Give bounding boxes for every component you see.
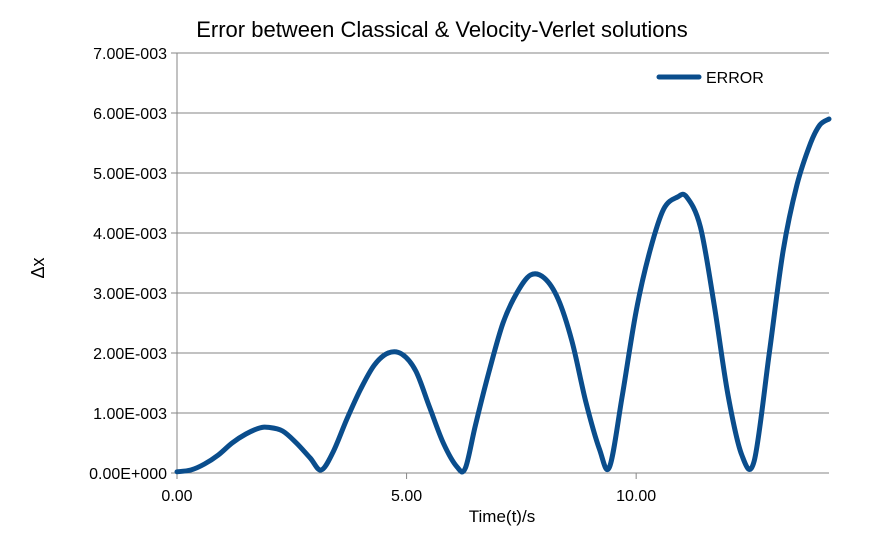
legend-label: ERROR: [706, 70, 764, 87]
y-tick-label: 3.00E-003: [93, 286, 167, 303]
legend: ERROR: [656, 70, 764, 87]
x-tick-labels: 0.00 5.00 10.00: [161, 488, 656, 505]
series-line-error: [174, 116, 832, 475]
y-tick-label: 0.00E+000: [89, 466, 167, 483]
grid: [171, 52, 829, 474]
y-axis-label: Δx: [28, 257, 48, 278]
y-tick-label: 7.00E-003: [93, 46, 167, 63]
y-tick-label: 5.00E-003: [93, 166, 167, 183]
x-tick-label: 0.00: [161, 488, 192, 505]
x-axis-label: Time(t)/s: [469, 507, 535, 526]
y-tick-labels: 0.00E+000 1.00E-003 2.00E-003 3.00E-003 4.00…: [89, 46, 167, 483]
chart-title: Error between Classical & Velocity-Verle…: [196, 17, 688, 42]
y-tick-label: 6.00E-003: [93, 106, 167, 123]
y-tick-label: 1.00E-003: [93, 406, 167, 423]
axes: [176, 53, 829, 479]
series-group: [174, 116, 832, 475]
x-tick-label: 5.00: [391, 488, 422, 505]
x-tick-label: 10.00: [616, 488, 656, 505]
y-tick-label: 2.00E-003: [93, 346, 167, 363]
y-tick-label: 4.00E-003: [93, 226, 167, 243]
